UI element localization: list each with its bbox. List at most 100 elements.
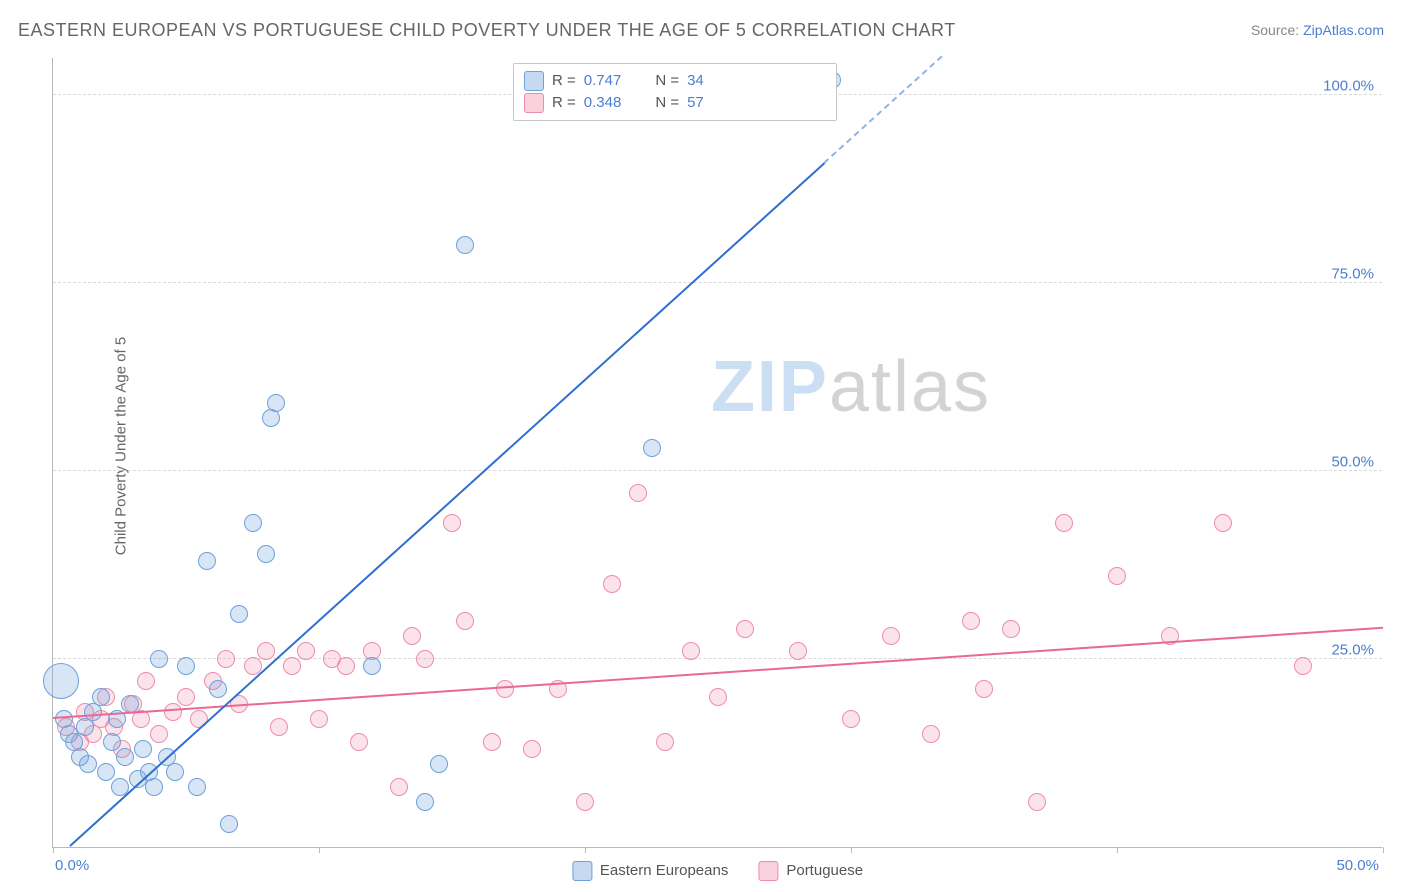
scatter-point (975, 680, 993, 698)
scatter-point (682, 642, 700, 660)
scatter-point (283, 657, 301, 675)
scatter-point (310, 710, 328, 728)
scatter-point (217, 650, 235, 668)
scatter-point (257, 545, 275, 563)
x-tick-label: 50.0% (1336, 857, 1379, 874)
scatter-plot: Eastern Europeans Portuguese 25.0%50.0%7… (52, 58, 1382, 848)
x-tick (1383, 847, 1384, 853)
chart-title: EASTERN EUROPEAN VS PORTUGUESE CHILD POV… (18, 20, 956, 41)
scatter-point (709, 688, 727, 706)
x-tick (319, 847, 320, 853)
stat-n-value: 57 (687, 92, 704, 114)
scatter-point (145, 778, 163, 796)
scatter-point (198, 552, 216, 570)
stat-r-label: R = (552, 92, 576, 114)
scatter-point (403, 627, 421, 645)
scatter-point (656, 733, 674, 751)
legend-swatch-blue (572, 861, 592, 881)
scatter-point (629, 484, 647, 502)
scatter-point (166, 763, 184, 781)
scatter-point (337, 657, 355, 675)
legend-stats-row: R = 0.747N = 34 (524, 70, 824, 92)
scatter-point (1055, 514, 1073, 532)
gridline (53, 282, 1382, 283)
stat-r-label: R = (552, 70, 576, 92)
scatter-point (416, 793, 434, 811)
scatter-point (257, 642, 275, 660)
scatter-point (1214, 514, 1232, 532)
x-tick (1117, 847, 1118, 853)
stat-r-value: 0.348 (584, 92, 622, 114)
scatter-point (882, 627, 900, 645)
legend-bottom: Eastern Europeans Portuguese (572, 861, 863, 881)
source-prefix: Source: (1251, 22, 1303, 38)
legend-swatch-pink (524, 93, 544, 113)
legend-stats: R = 0.747N = 34R = 0.348 N = 57 (513, 63, 837, 121)
scatter-point (456, 236, 474, 254)
scatter-point (150, 650, 168, 668)
scatter-point (736, 620, 754, 638)
trend-line (69, 162, 825, 847)
scatter-point (230, 605, 248, 623)
scatter-point (297, 642, 315, 660)
scatter-point (1108, 567, 1126, 585)
scatter-point (390, 778, 408, 796)
scatter-point (603, 575, 621, 593)
scatter-point (177, 688, 195, 706)
scatter-point (188, 778, 206, 796)
scatter-point (523, 740, 541, 758)
scatter-point (576, 793, 594, 811)
y-tick-label: 25.0% (1331, 641, 1374, 658)
y-tick-label: 75.0% (1331, 265, 1374, 282)
scatter-point (134, 740, 152, 758)
scatter-point (1028, 793, 1046, 811)
stat-n-value: 34 (687, 70, 704, 92)
scatter-point (43, 663, 79, 699)
scatter-point (1294, 657, 1312, 675)
legend-item-eastern: Eastern Europeans (572, 861, 728, 881)
legend-swatch-blue (524, 71, 544, 91)
scatter-point (496, 680, 514, 698)
watermark: ZIPatlas (711, 346, 991, 428)
legend-label-eastern: Eastern Europeans (600, 862, 728, 879)
scatter-point (190, 710, 208, 728)
scatter-point (103, 733, 121, 751)
scatter-point (97, 763, 115, 781)
legend-label-portuguese: Portuguese (786, 862, 863, 879)
scatter-point (220, 815, 238, 833)
scatter-point (79, 755, 97, 773)
stat-r-value: 0.747 (584, 70, 622, 92)
scatter-point (483, 733, 501, 751)
x-tick (53, 847, 54, 853)
y-tick-label: 100.0% (1323, 77, 1374, 94)
legend-item-portuguese: Portuguese (758, 861, 863, 881)
source-label: Source: ZipAtlas.com (1251, 22, 1384, 38)
stat-n-label: N = (655, 92, 679, 114)
scatter-point (430, 755, 448, 773)
trend-line (824, 55, 943, 163)
scatter-point (363, 657, 381, 675)
scatter-point (350, 733, 368, 751)
gridline (53, 470, 1382, 471)
y-tick-label: 50.0% (1331, 453, 1374, 470)
x-tick-label: 0.0% (55, 857, 89, 874)
scatter-point (209, 680, 227, 698)
x-tick (851, 847, 852, 853)
legend-stats-row: R = 0.348 N = 57 (524, 92, 824, 114)
scatter-point (137, 672, 155, 690)
scatter-point (150, 725, 168, 743)
scatter-point (443, 514, 461, 532)
scatter-point (92, 688, 110, 706)
scatter-point (789, 642, 807, 660)
scatter-point (416, 650, 434, 668)
legend-swatch-pink (758, 861, 778, 881)
scatter-point (456, 612, 474, 630)
scatter-point (177, 657, 195, 675)
x-tick (585, 847, 586, 853)
scatter-point (244, 514, 262, 532)
scatter-point (842, 710, 860, 728)
scatter-point (262, 409, 280, 427)
scatter-point (1002, 620, 1020, 638)
scatter-point (270, 718, 288, 736)
source-link[interactable]: ZipAtlas.com (1303, 22, 1384, 38)
